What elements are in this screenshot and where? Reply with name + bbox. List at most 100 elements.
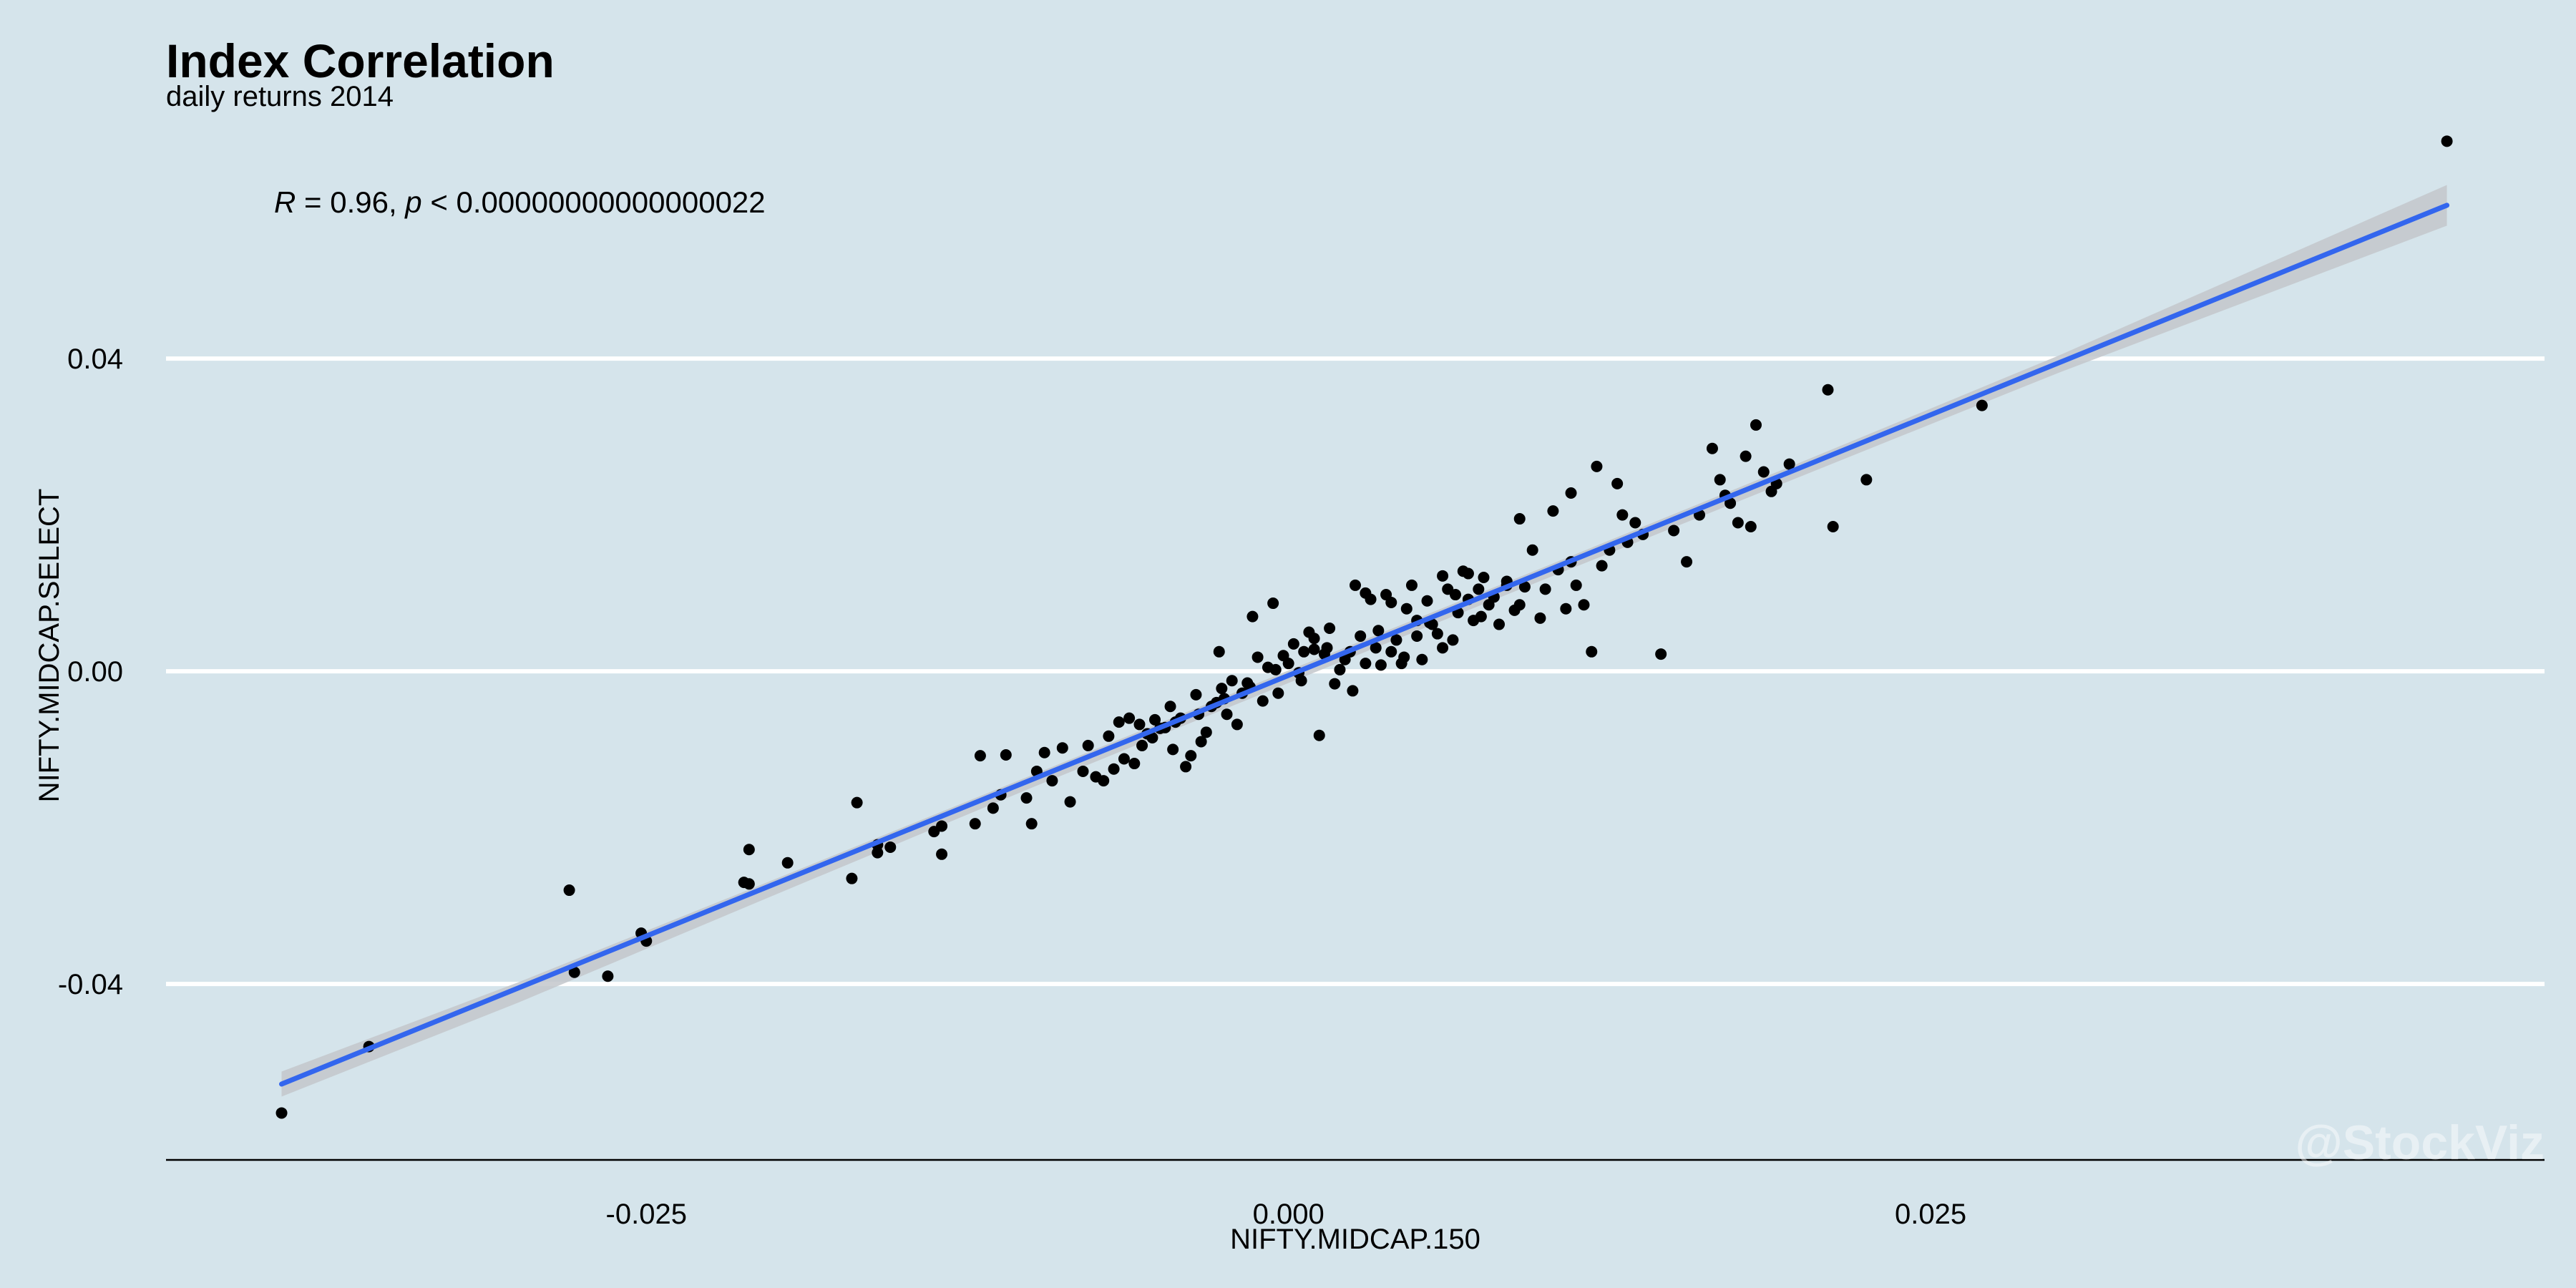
data-point bbox=[1190, 688, 1202, 701]
data-point bbox=[1565, 487, 1577, 499]
data-point bbox=[2441, 135, 2453, 147]
data-point bbox=[1655, 648, 1667, 660]
data-point bbox=[1390, 634, 1402, 646]
data-point bbox=[1732, 517, 1744, 529]
data-point bbox=[1308, 643, 1320, 655]
data-point bbox=[1077, 765, 1089, 777]
data-point bbox=[1596, 560, 1608, 572]
chart-subtitle: daily returns 2014 bbox=[166, 81, 394, 112]
data-point bbox=[1411, 630, 1423, 642]
data-point bbox=[1534, 612, 1546, 624]
regression-line bbox=[279, 203, 2450, 1087]
data-point bbox=[846, 872, 858, 884]
data-point bbox=[1321, 642, 1333, 654]
data-point bbox=[1038, 746, 1050, 758]
data-point bbox=[1629, 517, 1641, 529]
x-tick-label: 0.000 bbox=[1253, 1199, 1324, 1230]
data-point bbox=[1475, 610, 1487, 623]
data-point bbox=[1860, 474, 1873, 486]
data-point bbox=[1724, 497, 1737, 509]
data-point bbox=[743, 844, 755, 856]
data-point bbox=[1128, 758, 1141, 770]
data-point bbox=[1360, 658, 1372, 670]
data-point bbox=[1252, 651, 1264, 663]
y-tick-label: -0.04 bbox=[58, 969, 123, 1000]
data-point bbox=[1185, 750, 1197, 762]
data-point bbox=[1462, 567, 1474, 580]
data-point bbox=[1195, 736, 1207, 748]
data-point bbox=[1976, 399, 1988, 411]
data-point bbox=[1611, 477, 1624, 489]
data-point bbox=[969, 818, 981, 830]
data-point bbox=[1706, 442, 1718, 454]
data-point bbox=[1226, 675, 1238, 687]
data-point bbox=[974, 750, 986, 762]
data-point bbox=[1282, 658, 1294, 670]
data-point bbox=[1200, 726, 1212, 738]
data-point bbox=[1385, 596, 1397, 608]
data-point bbox=[1020, 792, 1033, 804]
data-point bbox=[275, 1107, 288, 1119]
data-point bbox=[1149, 713, 1161, 726]
x-ticks: -0.025 0.000 0.025 bbox=[606, 1199, 1967, 1230]
regression-line-group bbox=[279, 203, 2450, 1087]
data-point bbox=[851, 796, 863, 809]
data-point bbox=[1269, 663, 1282, 675]
correlation-annotation: R = 0.96, p < 0.00000000000000022 bbox=[274, 185, 766, 219]
data-point bbox=[1082, 739, 1094, 751]
data-point bbox=[1231, 718, 1243, 731]
p-text: < 0.00000000000000022 bbox=[422, 185, 766, 219]
data-point bbox=[1493, 618, 1506, 630]
data-point bbox=[1272, 687, 1284, 699]
data-point bbox=[568, 966, 580, 978]
data-point bbox=[1180, 761, 1192, 773]
data-point bbox=[1478, 571, 1490, 583]
data-point bbox=[1257, 695, 1269, 707]
data-point bbox=[1473, 583, 1485, 595]
data-point bbox=[1064, 796, 1076, 808]
data-point bbox=[1616, 509, 1629, 521]
r-text: = 0.96, bbox=[296, 185, 405, 219]
chart-title: Index Correlation bbox=[166, 34, 555, 87]
data-point bbox=[936, 820, 948, 832]
data-point bbox=[1398, 651, 1410, 663]
data-point bbox=[1355, 630, 1367, 642]
data-point bbox=[1370, 642, 1382, 654]
data-point bbox=[1267, 597, 1279, 610]
data-point bbox=[1103, 730, 1115, 742]
data-point bbox=[884, 841, 897, 853]
data-point bbox=[1783, 458, 1795, 470]
data-point bbox=[743, 878, 755, 890]
data-point bbox=[1822, 384, 1834, 396]
data-point bbox=[1046, 775, 1058, 787]
data-point bbox=[1113, 716, 1125, 728]
watermark: @StockViz bbox=[2296, 1116, 2545, 1170]
data-point bbox=[1449, 589, 1461, 601]
data-point bbox=[1437, 570, 1449, 582]
data-point bbox=[1213, 645, 1225, 658]
data-point bbox=[1405, 579, 1418, 591]
data-point bbox=[1431, 628, 1443, 640]
data-point bbox=[1164, 701, 1176, 713]
data-point bbox=[1385, 645, 1397, 658]
confidence-band-area bbox=[281, 185, 2447, 1097]
data-point bbox=[1681, 556, 1693, 568]
data-point bbox=[1324, 623, 1336, 635]
data-point bbox=[1098, 775, 1110, 787]
data-point bbox=[1167, 743, 1179, 756]
data-point bbox=[1360, 587, 1372, 599]
data-point bbox=[1539, 583, 1551, 595]
data-point bbox=[1000, 749, 1012, 761]
data-point bbox=[1347, 685, 1359, 697]
y-ticks: -0.04 0.00 0.04 bbox=[58, 343, 123, 1000]
data-point bbox=[1372, 625, 1385, 637]
data-point bbox=[1570, 579, 1582, 591]
data-point bbox=[1287, 638, 1299, 650]
data-point bbox=[781, 857, 794, 869]
data-point bbox=[872, 847, 884, 859]
y-axis-label: NIFTY.MIDCAP.SELECT bbox=[34, 489, 65, 803]
data-point bbox=[1123, 712, 1136, 724]
data-point bbox=[1416, 653, 1428, 665]
data-point bbox=[1295, 675, 1307, 687]
